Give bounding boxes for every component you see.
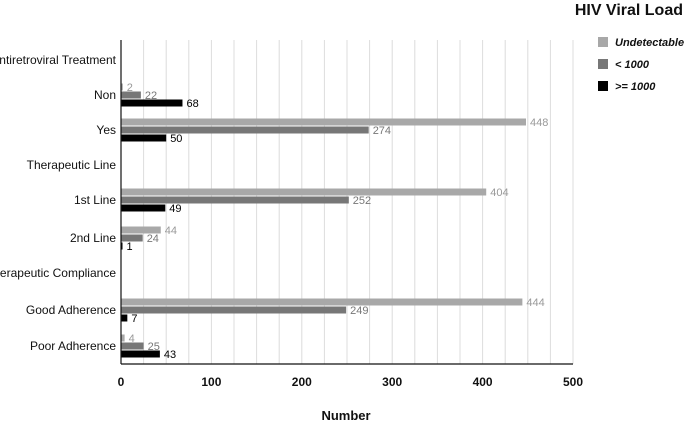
data-label: 2 <box>127 82 133 94</box>
bar <box>121 99 183 107</box>
bar <box>121 306 347 314</box>
bar <box>121 126 369 134</box>
data-label: 22 <box>145 90 157 102</box>
grid <box>143 40 574 364</box>
data-label: 448 <box>530 117 548 129</box>
category-label: Yes <box>96 123 116 137</box>
category-label: 1st Line <box>74 193 116 207</box>
bar <box>121 314 128 322</box>
bar <box>121 134 167 142</box>
category-label: Good Adherence <box>26 303 116 317</box>
bar <box>121 188 487 196</box>
data-label: 7 <box>131 313 137 325</box>
data-label: 24 <box>147 233 159 245</box>
data-label: 274 <box>373 125 391 137</box>
bar <box>121 196 349 204</box>
legend-label: Undetectable <box>615 37 684 49</box>
x-axis-title: Number <box>321 408 370 422</box>
data-label: 404 <box>490 187 508 199</box>
legend: HIV Viral Load Undetectable < 1000 >= 1000 <box>575 2 684 93</box>
data-label: 249 <box>350 305 368 317</box>
group-header-label: Therapeutic Line <box>27 158 117 172</box>
data-label: 50 <box>170 133 182 145</box>
bar <box>121 334 125 342</box>
bar <box>121 83 123 91</box>
x-tick-label: 400 <box>473 375 493 389</box>
legend-swatch <box>598 37 608 47</box>
group-header-label: Antiretroviral Treatment <box>0 53 117 67</box>
bar <box>121 342 144 350</box>
legend-swatch <box>598 59 608 69</box>
x-tick-label: 300 <box>382 375 402 389</box>
bar <box>121 350 160 358</box>
legend-label: >= 1000 <box>615 81 656 93</box>
data-label: 68 <box>186 98 198 110</box>
x-tick-label: 500 <box>563 375 583 389</box>
data-label: 25 <box>148 341 160 353</box>
bar <box>121 204 166 212</box>
bar <box>121 91 141 99</box>
category-label: Non <box>94 88 116 102</box>
legend-title: HIV Viral Load <box>575 2 683 19</box>
data-label: 49 <box>169 203 181 215</box>
bar <box>121 298 523 306</box>
data-label: 444 <box>526 297 544 309</box>
bar <box>121 226 161 234</box>
group-header-label: Therapeutic Compliance <box>0 266 116 280</box>
data-label: 44 <box>165 225 177 237</box>
x-tick-label: 200 <box>292 375 312 389</box>
category-label: 2nd Line <box>70 231 116 245</box>
x-tick-label: 100 <box>201 375 221 389</box>
data-label: 4 <box>129 333 135 345</box>
bar <box>121 118 526 126</box>
x-tick-label: 0 <box>118 375 125 389</box>
bar <box>121 234 143 242</box>
bar <box>121 242 123 250</box>
category-label: Poor Adherence <box>30 339 116 353</box>
data-label: 252 <box>353 195 371 207</box>
axes: Number 0 100 200 300 400 500 Antiretroviral Tr… <box>0 40 583 422</box>
data-label: 1 <box>127 241 133 253</box>
legend-label: < 1000 <box>615 59 650 71</box>
legend-swatch <box>598 81 608 91</box>
data-label: 43 <box>164 349 176 361</box>
